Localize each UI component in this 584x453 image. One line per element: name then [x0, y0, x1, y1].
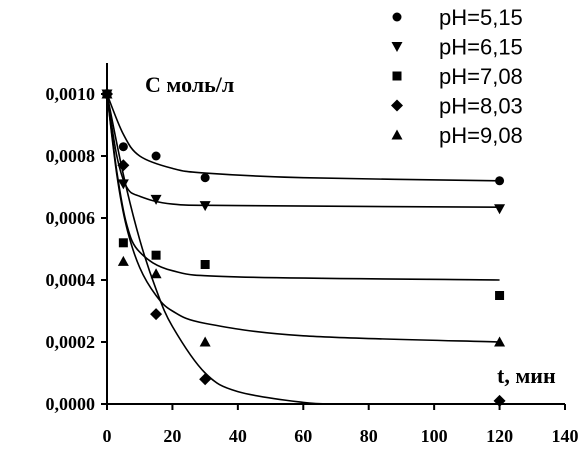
- data-point: [495, 176, 505, 186]
- legend-label: pH=6,15: [439, 35, 523, 60]
- data-point: [199, 201, 211, 212]
- fit-curve: [106, 93, 337, 405]
- x-tick-label: 140: [552, 426, 579, 446]
- legend-marker: [391, 99, 403, 112]
- x-tick-label: 20: [163, 426, 181, 446]
- y-tick-label: 0,0004: [46, 270, 96, 290]
- fit-curve: [106, 93, 500, 182]
- legend-label: pH=8,03: [439, 94, 523, 119]
- data-point: [117, 179, 129, 190]
- legend-label: pH=5,15: [439, 5, 523, 30]
- y-axis-label: С моль/л: [145, 72, 234, 97]
- data-point: [494, 336, 506, 347]
- data-point: [150, 194, 162, 205]
- x-tick-label: 40: [229, 426, 247, 446]
- y-tick-label: 0,0010: [46, 84, 96, 104]
- data-point: [493, 394, 506, 407]
- legend: pH=5,15 pH=6,15 pH=7,08 pH=8,03 pH=9,08: [391, 5, 523, 148]
- data-point: [151, 250, 161, 260]
- data-point: [199, 336, 211, 347]
- data-point: [495, 291, 505, 300]
- data-point: [199, 373, 212, 386]
- x-tick-label: 80: [360, 426, 378, 446]
- data-point: [494, 204, 506, 215]
- y-tick-label: 0,0002: [46, 332, 96, 352]
- legend-label: pH=7,08: [439, 64, 523, 89]
- y-tick-label: 0,0008: [46, 146, 96, 166]
- data-point: [150, 308, 163, 321]
- legend-marker: [392, 71, 402, 81]
- data-points: [101, 88, 506, 407]
- legend-label: pH=9,08: [439, 123, 523, 148]
- y-tick-label: 0,0006: [46, 208, 96, 228]
- data-point: [101, 88, 113, 99]
- data-point: [117, 255, 129, 266]
- data-point: [200, 260, 210, 269]
- x-tick-label: 100: [421, 426, 448, 446]
- data-point: [200, 173, 210, 183]
- legend-marker: [392, 12, 402, 22]
- x-tick-label: 120: [486, 426, 513, 446]
- data-point: [150, 268, 162, 279]
- y-tick-label: 0,0000: [46, 394, 96, 414]
- fit-curve: [106, 93, 500, 343]
- legend-marker: [391, 42, 403, 52]
- legend-marker: [391, 129, 403, 140]
- x-tick-label: 0: [103, 426, 112, 446]
- data-point: [118, 142, 128, 152]
- x-tick-label: 60: [294, 426, 312, 446]
- data-point: [118, 238, 128, 248]
- x-axis-label: t, мин: [497, 363, 556, 388]
- fit-curve: [106, 93, 500, 208]
- ticks: 0 20 40 60 80 100 120 140 0,0000 0,0002 0,0004 0,00…: [46, 84, 579, 446]
- data-point: [117, 159, 130, 172]
- data-point: [151, 151, 161, 161]
- fit-curve: [106, 93, 500, 281]
